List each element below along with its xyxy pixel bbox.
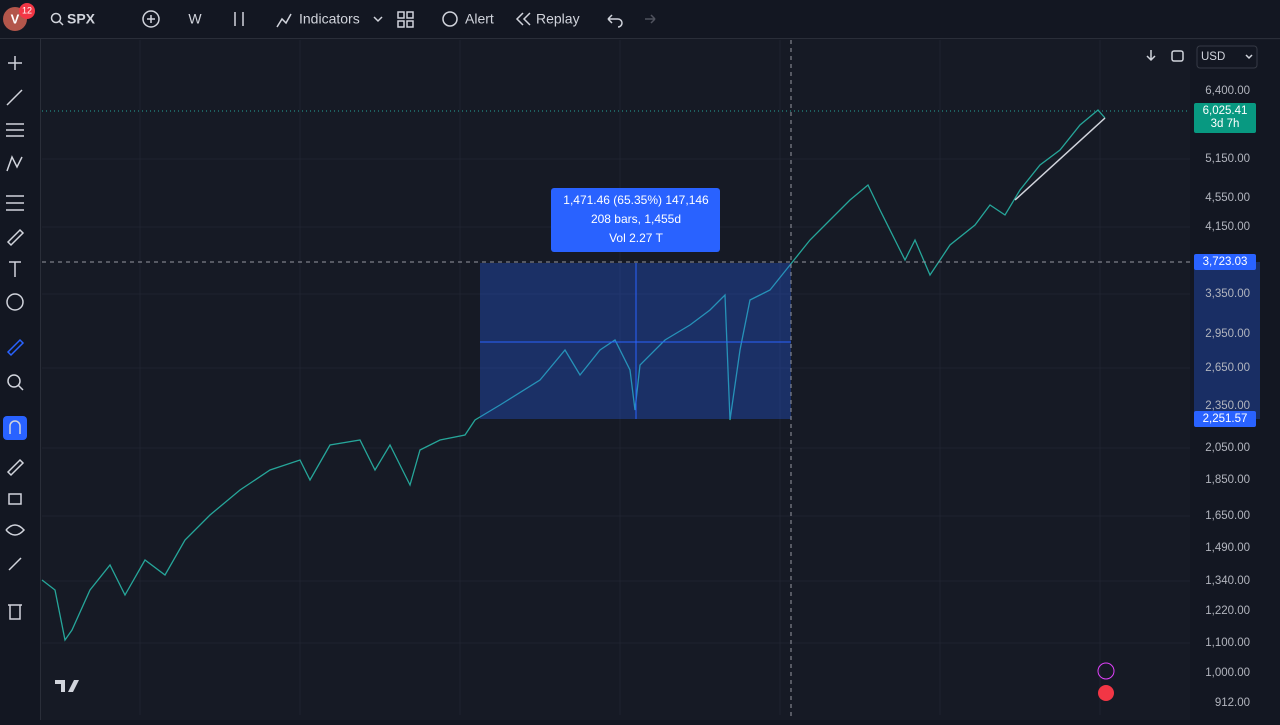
right-strip [1262,40,1280,720]
measure-tooltip [551,188,720,252]
price-label: 2,350.00 [1205,400,1250,412]
currency: USD [1201,51,1225,63]
crosshair-badge [1194,254,1256,270]
add-symbol[interactable] [142,10,160,28]
undo[interactable] [607,14,623,28]
price-label: 1,000.00 [1205,667,1250,679]
price-label: 4,150.00 [1205,221,1250,233]
flag-icon[interactable] [1098,685,1114,701]
price-label: 1,340.00 [1205,575,1250,587]
price-label: 2,950.00 [1205,328,1250,340]
badge [19,3,35,19]
status-icon[interactable] [1097,662,1115,680]
redo[interactable] [645,14,656,24]
price-label: 912.00 [1215,697,1250,709]
price-label: 3,350.00 [1205,288,1250,300]
price-label: 1,850.00 [1205,474,1250,486]
notification-count: 12 [22,5,32,15]
price-series [41,109,1106,642]
trend-line[interactable] [1014,117,1106,201]
range-low-price: 2,251.57 [1203,413,1248,425]
axis-range [1194,262,1260,419]
alert-icon [442,11,458,27]
symbol[interactable]: SPX [67,11,96,27]
price-label: 1,220.00 [1205,605,1250,617]
interval[interactable]: W [188,11,202,27]
price-label: 2,050.00 [1205,442,1250,454]
search-icon [50,12,62,24]
dropdown[interactable] [373,16,383,23]
refresh[interactable] [1171,50,1184,62]
price-label: 4,550.00 [1205,192,1250,204]
replay-icon [515,12,531,26]
layout-icon[interactable] [397,11,405,19]
price-label: 1,490.00 [1205,542,1250,554]
crosshair-price: 3,723.03 [1203,256,1248,268]
range-low-badge [1194,411,1256,427]
avatar-initial: V [11,11,20,26]
last-price: 6,025.41 [1203,105,1248,117]
price-label: 2,650.00 [1205,362,1250,374]
alert-button[interactable]: Alert [465,11,494,27]
dropdown [1245,54,1253,60]
measure-change: 1,471.46 (65.35%) 147,146 [563,193,709,207]
price-label: 5,150.00 [1205,153,1250,165]
top-toolbar [0,0,1280,38]
chart-type[interactable] [234,12,244,26]
download[interactable] [1146,50,1156,62]
logo [55,680,79,692]
replay-button[interactable]: Replay [536,11,580,27]
currency-select[interactable] [1196,45,1258,69]
last-price-badge [1194,103,1256,133]
indicators-icon [276,13,292,28]
bar-countdown: 3d 7h [1211,118,1240,130]
drawing-tools[interactable] [3,56,27,620]
measure-bars: 208 bars, 1,455d [591,212,681,226]
price-axis [1190,40,1262,720]
indicators-button[interactable]: Indicators [299,11,360,27]
price-label: 6,400.00 [1205,85,1250,97]
price-label: 1,100.00 [1205,637,1250,649]
grid [42,40,1190,715]
price-axis-labels: 6,400.00 5,150.00 4,550.00 4,150.00 3,350.00… [1205,85,1250,709]
measure-volume: Vol 2.27 T [609,231,663,245]
price-label: 1,650.00 [1205,510,1250,522]
